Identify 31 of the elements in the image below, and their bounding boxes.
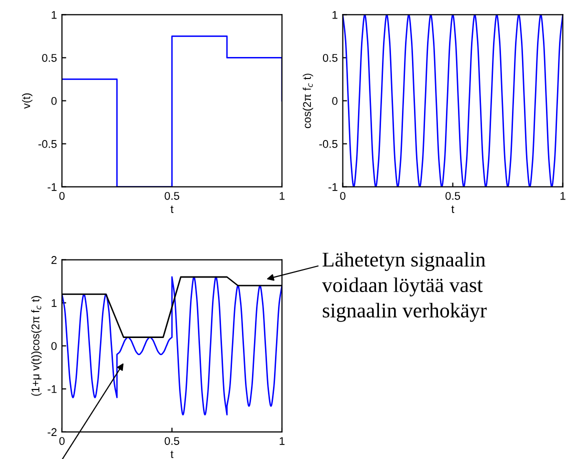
x-axis-title: t <box>170 206 174 213</box>
y-tick-label: 0 <box>332 97 338 105</box>
x-tick-label: 1 <box>560 192 566 200</box>
y-axis-title: cos(2π f$_{c}$ t) <box>302 74 314 128</box>
y-axis-title: (1+μ v(t))cos(2π f$_{c}$ t) <box>31 296 42 396</box>
x-tick-label: 0.5 <box>445 192 460 200</box>
x-axis-title: t <box>170 450 174 458</box>
y-tick-label: 2 <box>51 256 57 264</box>
y-tick-label: -0.5 <box>319 140 338 148</box>
y-tick-label: 0 <box>51 342 57 350</box>
y-tick-label: 0.5 <box>42 54 57 62</box>
y-axis-title: v(t) <box>22 93 32 109</box>
y-tick-label: -1 <box>48 385 57 393</box>
x-tick-label: 1 <box>280 192 285 200</box>
x-tick-label: 0 <box>59 437 65 445</box>
y-tick-label: 1 <box>52 299 57 307</box>
x-tick-label: 1 <box>280 437 285 445</box>
x-tick-label: 0.5 <box>164 437 180 445</box>
y-tick-label: -0.5 <box>38 140 57 148</box>
y-tick-label: 0 <box>51 97 57 105</box>
x-tick-label: 0 <box>340 192 346 200</box>
y-tick-label: 0.5 <box>322 54 338 62</box>
y-tick-label: -1 <box>328 183 338 191</box>
x-tick-label: 0.5 <box>164 192 180 200</box>
y-tick-label: 1 <box>332 11 338 19</box>
x-axis-title: t <box>451 206 454 213</box>
y-tick-label: 1 <box>52 11 57 19</box>
y-tick-label: -2 <box>48 428 57 436</box>
y-tick-label: -1 <box>48 183 57 191</box>
text: Lähetetyn signaalin voidaan löytää vast signaalin verhokäyr <box>322 252 487 322</box>
x-tick-label: 0 <box>59 192 65 200</box>
